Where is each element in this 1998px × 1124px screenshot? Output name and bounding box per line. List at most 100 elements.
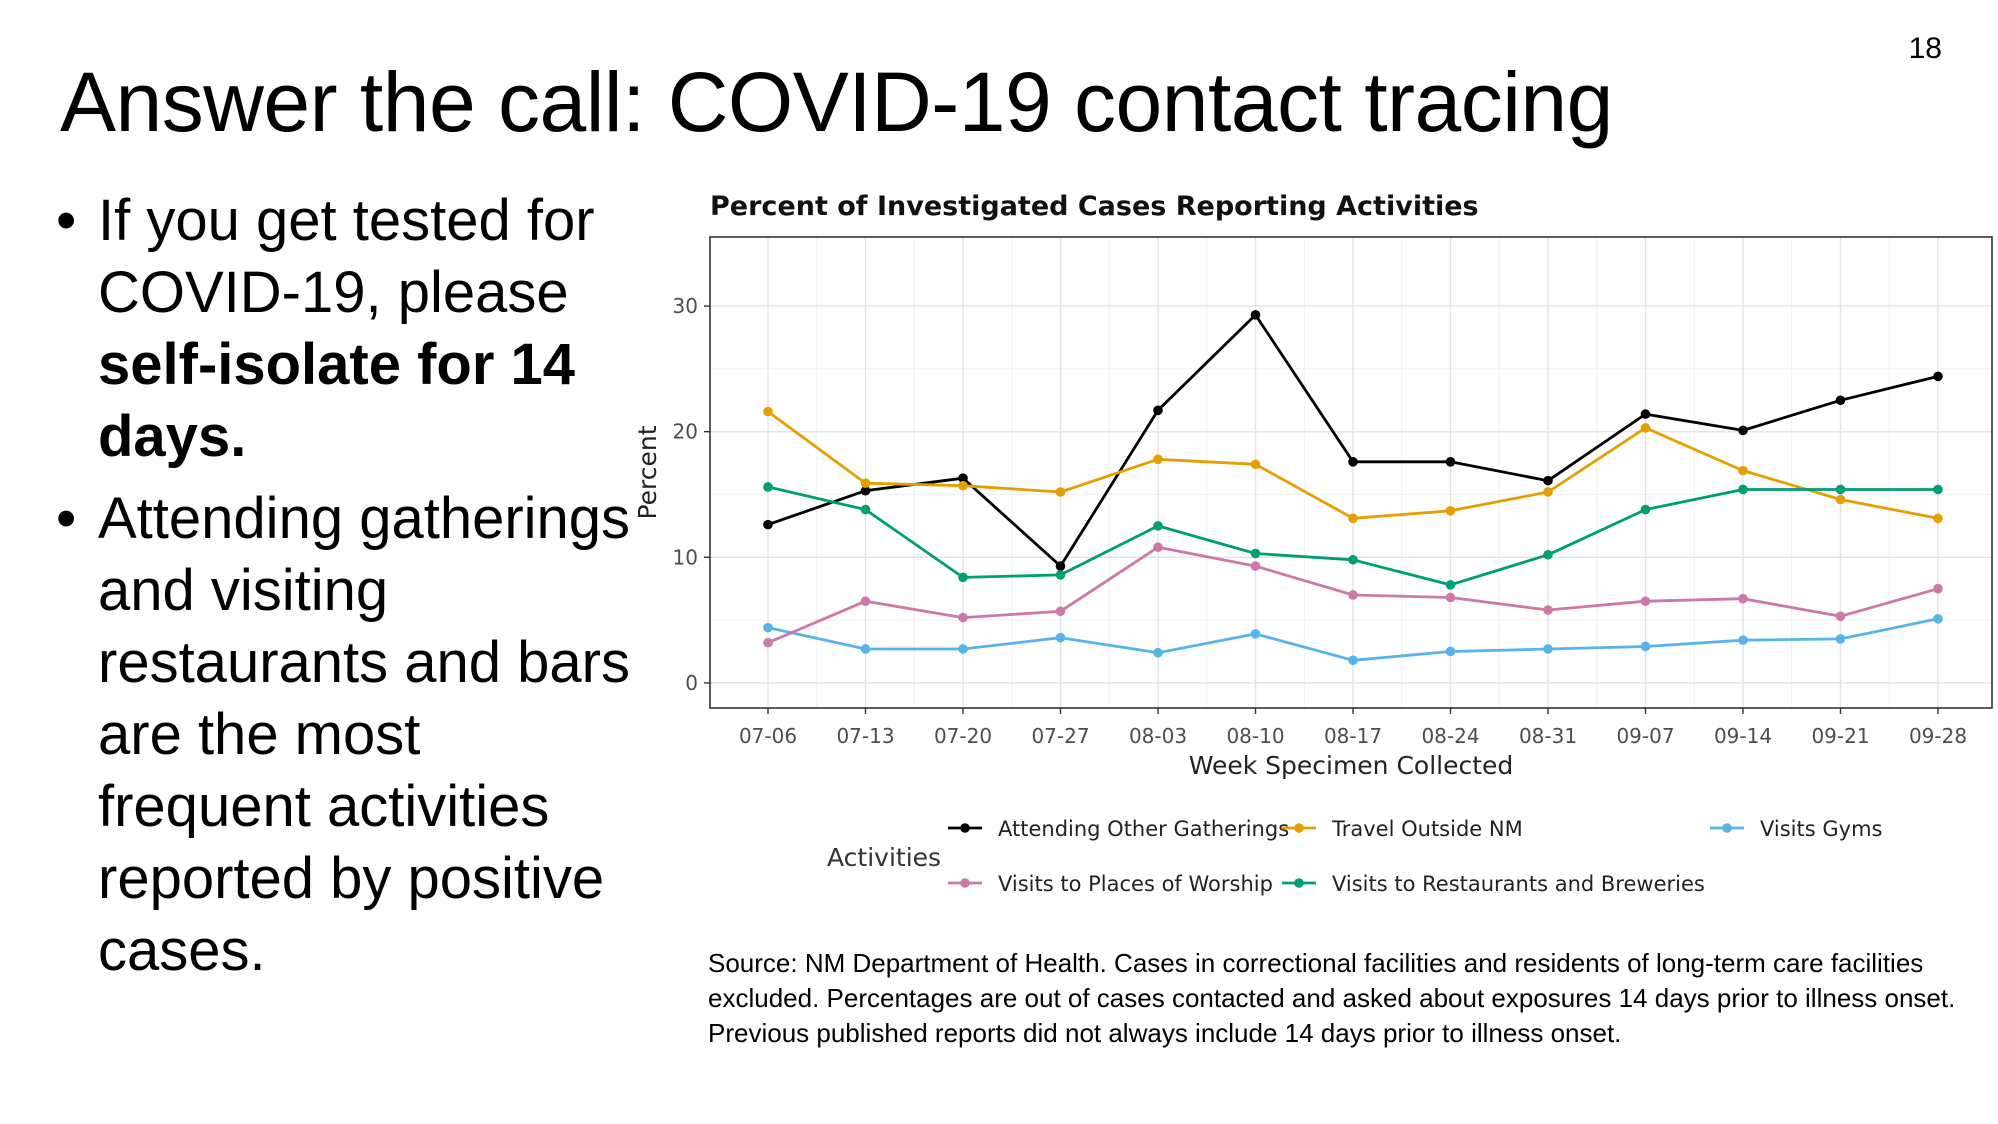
bullet-dot: •	[56, 486, 77, 551]
data-point	[1055, 570, 1066, 580]
legend-title: Activities	[827, 843, 941, 872]
data-point	[763, 519, 773, 530]
line-chart: Percent of Investigated Cases Reporting …	[630, 185, 1998, 930]
x-tick-label: 08-31	[1519, 724, 1577, 748]
x-tick-label: 07-20	[934, 724, 992, 748]
data-point	[1933, 614, 1943, 624]
bullet-bold-text: self-isolate for 14 days.	[98, 332, 576, 469]
data-point	[1055, 561, 1066, 571]
data-point	[763, 637, 773, 648]
data-point	[958, 480, 968, 491]
data-point	[1933, 513, 1943, 524]
slide-title: Answer the call: COVID-19 contact tracin…	[60, 55, 1613, 149]
data-point	[1640, 641, 1651, 652]
bullet-dot: •	[56, 188, 77, 253]
data-point	[1738, 484, 1748, 495]
data-point	[1250, 310, 1261, 320]
bullet-item-self-isolate: • If you get tested for COVID-19, please…	[56, 185, 646, 473]
data-point	[1055, 632, 1066, 643]
x-tick-label: 08-24	[1421, 724, 1479, 748]
data-point	[1445, 580, 1456, 590]
data-point	[1835, 395, 1846, 406]
bullet-text: Attending gatherings and visiting restau…	[98, 486, 631, 983]
data-point	[1738, 465, 1748, 476]
legend-key-point	[1294, 823, 1304, 833]
x-tick-label: 09-07	[1616, 724, 1674, 748]
data-point	[1835, 494, 1846, 505]
x-tick-label: 08-10	[1226, 724, 1284, 748]
data-point	[1153, 454, 1163, 465]
x-axis-title: Week Specimen Collected	[1189, 751, 1514, 780]
y-tick-label: 10	[673, 545, 698, 569]
data-point	[1348, 655, 1358, 666]
data-point	[1640, 596, 1651, 607]
data-point	[1738, 425, 1748, 436]
data-point	[1250, 459, 1261, 470]
data-point	[958, 644, 968, 654]
x-tick-label: 09-21	[1811, 724, 1869, 748]
data-point	[763, 406, 773, 417]
data-point	[1835, 611, 1846, 622]
x-tick-label: 08-03	[1129, 724, 1187, 748]
data-point	[1348, 513, 1358, 524]
slide-number: 18	[1908, 32, 1942, 65]
y-tick-label: 20	[673, 420, 698, 444]
source-note: Source: NM Department of Health. Cases i…	[708, 948, 1956, 1048]
data-point	[1055, 487, 1066, 497]
data-point	[1445, 457, 1456, 467]
legend-label: Visits to Restaurants and Breweries	[1332, 872, 1705, 896]
data-point	[763, 622, 773, 633]
data-point	[1153, 521, 1163, 531]
data-point	[1933, 583, 1943, 594]
data-point	[1835, 484, 1846, 495]
data-point	[1153, 542, 1163, 553]
chart-svg: Percent of Investigated Cases Reporting …	[633, 191, 1993, 896]
data-point	[1543, 605, 1553, 615]
bullet-list: • If you get tested for COVID-19, please…	[56, 185, 646, 997]
x-tick-label: 07-06	[739, 724, 797, 748]
x-tick-label: 07-13	[836, 724, 894, 748]
data-point	[1445, 646, 1456, 657]
data-point	[1445, 506, 1456, 516]
x-tick-label: 08-17	[1324, 724, 1382, 748]
data-point	[1543, 549, 1553, 560]
data-point	[1738, 635, 1748, 645]
data-point	[1543, 475, 1553, 486]
data-point	[1933, 371, 1943, 382]
data-point	[1348, 554, 1358, 565]
x-tick-label: 07-27	[1031, 724, 1089, 748]
plot-panel	[709, 236, 1993, 709]
data-point	[1445, 592, 1456, 603]
data-point	[1250, 629, 1261, 639]
legend-key-point	[960, 878, 970, 888]
data-point	[860, 485, 871, 496]
data-point	[958, 473, 968, 483]
data-point	[860, 596, 871, 607]
data-point	[1640, 409, 1651, 419]
legend-label: Visits to Places of Worship	[998, 872, 1273, 896]
x-tick-label: 09-14	[1714, 724, 1772, 748]
chart-title: Percent of Investigated Cases Reporting …	[710, 191, 1479, 222]
data-point	[958, 612, 968, 623]
bullet-text: If you get tested for COVID-19, please	[98, 188, 595, 325]
x-tick-label: 09-28	[1909, 724, 1967, 748]
data-point	[1543, 487, 1553, 497]
data-point	[1543, 644, 1553, 654]
data-point	[860, 504, 871, 515]
data-point	[1153, 647, 1163, 658]
y-axis-title: Percent	[633, 425, 662, 519]
legend-key-point	[1722, 823, 1732, 833]
bullet-item-activities: • Attending gatherings and visiting rest…	[56, 483, 646, 987]
data-point	[860, 478, 871, 488]
legend-label: Visits Gyms	[1760, 817, 1882, 841]
y-tick-label: 0	[685, 671, 698, 695]
legend-label: Travel Outside NM	[1331, 817, 1523, 841]
data-point	[1250, 561, 1261, 571]
data-point	[1640, 504, 1651, 515]
data-point	[1348, 457, 1358, 467]
legend-key-point	[1294, 878, 1304, 888]
data-point	[1738, 593, 1748, 604]
data-point	[958, 572, 968, 583]
data-point	[1348, 590, 1358, 600]
data-point	[1835, 634, 1846, 644]
